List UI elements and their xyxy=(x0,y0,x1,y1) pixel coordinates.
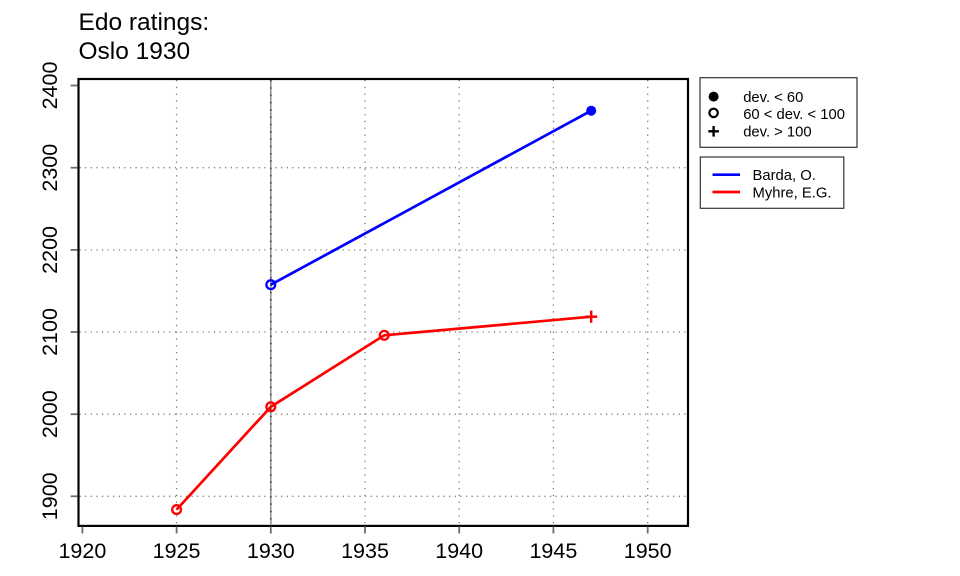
svg-text:60 < dev. < 100: 60 < dev. < 100 xyxy=(743,107,845,123)
svg-text:1900: 1900 xyxy=(38,472,62,520)
svg-text:1930: 1930 xyxy=(247,539,295,563)
svg-text:dev. > 100: dev. > 100 xyxy=(743,124,811,140)
svg-text:2400: 2400 xyxy=(38,62,62,110)
svg-text:dev. < 60: dev. < 60 xyxy=(743,90,803,106)
svg-text:Myhre, E.G.: Myhre, E.G. xyxy=(753,185,832,201)
svg-text:Edo ratings:: Edo ratings: xyxy=(79,9,210,36)
svg-text:1920: 1920 xyxy=(58,539,106,563)
svg-text:2200: 2200 xyxy=(38,226,62,274)
svg-text:2300: 2300 xyxy=(38,144,62,192)
svg-text:2000: 2000 xyxy=(38,390,62,438)
svg-text:1945: 1945 xyxy=(529,539,577,563)
svg-text:1935: 1935 xyxy=(341,539,389,563)
svg-text:Barda, O.: Barda, O. xyxy=(753,168,816,184)
svg-text:1925: 1925 xyxy=(153,539,201,563)
svg-text:2100: 2100 xyxy=(38,308,62,356)
svg-text:1950: 1950 xyxy=(624,539,672,563)
svg-text:Oslo 1930: Oslo 1930 xyxy=(79,38,191,65)
svg-text:1940: 1940 xyxy=(435,539,483,563)
